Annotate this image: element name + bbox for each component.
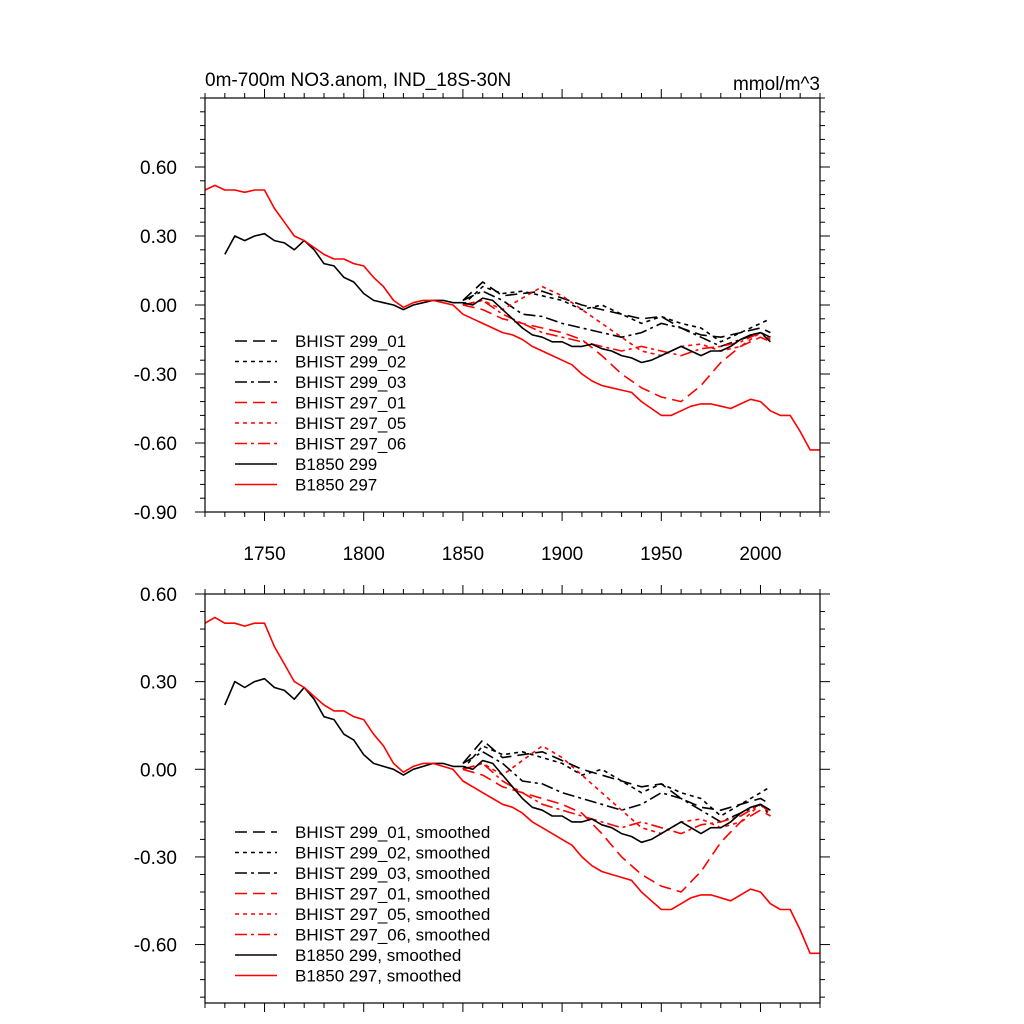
legend: BHIST 299_01, smoothed BHIST 299_02, smoo… xyxy=(235,823,490,986)
y-tick-label: 0.30 xyxy=(140,227,177,248)
y-tick-label: 0.00 xyxy=(140,296,177,317)
legend-label: BHIST 299_02 xyxy=(295,353,406,372)
legend-label: B1850 299 xyxy=(295,455,377,474)
series-line-0 xyxy=(462,739,771,812)
legend-label: BHIST 297_05 xyxy=(295,414,406,433)
plot-area xyxy=(205,616,820,955)
series-line-5 xyxy=(462,762,771,835)
legend-label: BHIST 299_01, smoothed xyxy=(295,823,490,842)
legend-label: BHIST 299_02, smoothed xyxy=(295,844,490,863)
series-line-1 xyxy=(462,285,771,343)
series-line-5 xyxy=(462,299,771,357)
x-tick-label: 1800 xyxy=(343,544,385,565)
y-tick-label: -0.90 xyxy=(134,503,177,524)
legend-label: BHIST 297_01 xyxy=(295,394,406,413)
x-tick-label: 1900 xyxy=(541,544,583,565)
y-tick-label: 0.00 xyxy=(140,760,177,781)
series-line-4 xyxy=(462,745,771,835)
x-tick-label: 2000 xyxy=(739,544,781,565)
plot-area xyxy=(205,184,820,451)
x-tick-label: 1750 xyxy=(243,544,285,565)
y-tick-label: -0.30 xyxy=(134,848,177,869)
legend-label: B1850 299, smoothed xyxy=(295,946,461,965)
chart-title-left: 0m-700m NO3.anom, IND_18S-30N xyxy=(205,70,511,91)
chart-units-label: mmol/m^3 xyxy=(733,74,820,95)
series-line-6 xyxy=(224,677,771,844)
legend-label: BHIST 297_05, smoothed xyxy=(295,905,490,924)
y-tick-label: -0.60 xyxy=(134,936,177,957)
series-line-6 xyxy=(224,232,771,364)
x-tick-label: 1850 xyxy=(442,544,484,565)
y-tick-label: 0.60 xyxy=(140,158,177,179)
series-line-7 xyxy=(205,184,820,451)
legend-label: B1850 297 xyxy=(295,476,377,495)
legend-label: B1850 297, smoothed xyxy=(295,967,461,986)
y-tick-label: -0.60 xyxy=(134,434,177,455)
y-tick-label: -0.30 xyxy=(134,365,177,386)
top-panel: 1750 1800 1850 1900 1950 2000 -0.90 -0.60 -0.30 0… xyxy=(134,70,830,565)
series-line-7 xyxy=(205,616,820,955)
legend-label: BHIST 297_01, smoothed xyxy=(295,885,490,904)
legend-label: BHIST 297_06, smoothed xyxy=(295,926,490,945)
series-line-2 xyxy=(462,750,772,823)
bottom-panel: -0.60 -0.30 0.00 0.30 0.60 BHIST 299_01, smoo… xyxy=(134,585,830,1012)
y-tick-label: 0.30 xyxy=(140,673,177,694)
x-tick-label: 1950 xyxy=(640,544,682,565)
legend-label: BHIST 299_03, smoothed xyxy=(295,864,490,883)
y-tick-label: 0.60 xyxy=(140,585,177,606)
series-line-2 xyxy=(462,290,771,348)
series-line-0 xyxy=(462,281,771,339)
series-line-1 xyxy=(462,745,771,817)
legend-label: BHIST 299_03 xyxy=(295,373,406,392)
series-line-4 xyxy=(462,285,771,357)
plot-frame xyxy=(204,593,821,1004)
legend-label: BHIST 297_06 xyxy=(295,435,406,454)
legend-label: BHIST 299_01 xyxy=(295,332,406,351)
